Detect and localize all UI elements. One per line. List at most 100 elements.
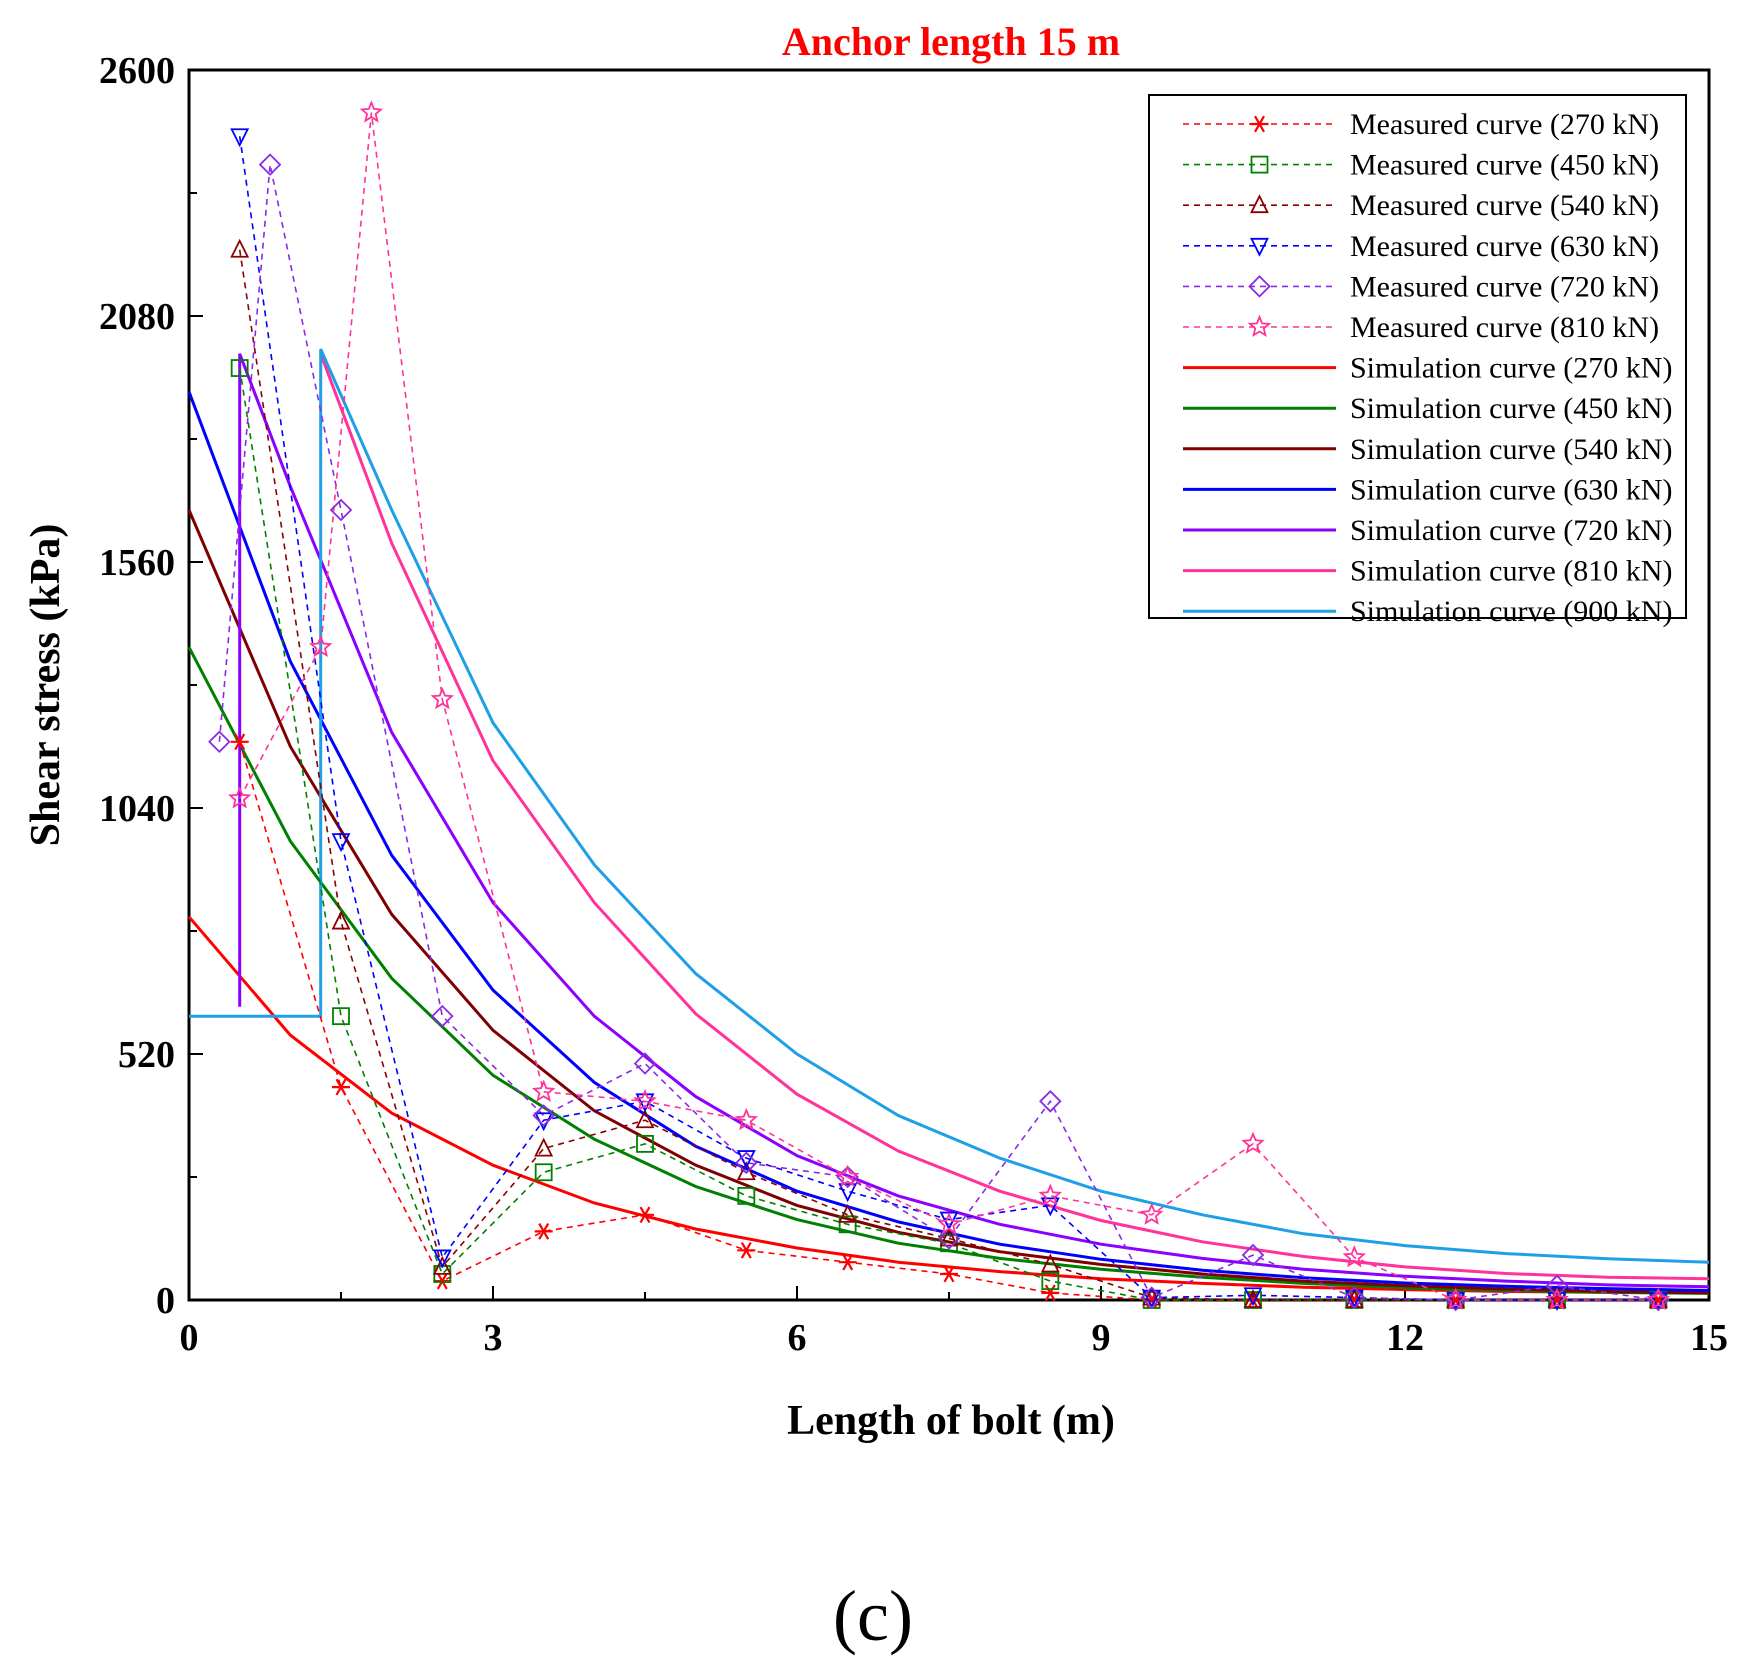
legend-label-measured-curve-270-kn: Measured curve (270 kN) (1350, 108, 1659, 141)
data-point-measured-curve-540-kn (1243, 1288, 1263, 1308)
y-tick-label: 1040 (99, 788, 175, 830)
legend-label-measured-curve-630-kn: Measured curve (630 kN) (1350, 230, 1659, 263)
data-point-measured-curve-810-kn (308, 634, 333, 658)
data-point-measured-curve-720-kn (735, 1151, 758, 1175)
legend-marker-measured-curve-720-kn (1248, 275, 1271, 298)
legend-label-simulation-curve-270-kn: Simulation curve (270 kN) (1350, 352, 1672, 385)
marker-layer (208, 100, 1671, 1312)
data-point-measured-curve-630-kn (838, 1183, 858, 1203)
data-point-measured-curve-810-kn (1443, 1287, 1468, 1311)
data-point-measured-curve-720-kn (1545, 1274, 1569, 1298)
data-point-measured-curve-450-kn (1041, 1272, 1060, 1290)
data-point-measured-curve-810-kn (734, 1107, 759, 1131)
data-point-measured-curve-630-kn (1040, 1197, 1060, 1217)
data-point-measured-curve-270-kn (940, 1265, 958, 1283)
data-point-measured-curve-270-kn (230, 733, 249, 751)
x-tick-label: 6 (788, 1317, 807, 1359)
legend-marker-measured-curve-630-kn (1250, 237, 1269, 257)
x-tick-label: 15 (1690, 1317, 1728, 1359)
series-line-simulation-curve-270-kn (187, 915, 1710, 1295)
legend-marker-measured-curve-450-kn (1250, 155, 1269, 174)
data-point-measured-curve-810-kn (937, 1211, 961, 1235)
legend-label-measured-curve-450-kn: Measured curve (450 kN) (1350, 149, 1659, 182)
data-point-measured-curve-810-kn (1139, 1202, 1164, 1225)
data-point-measured-curve-630-kn (230, 128, 250, 148)
data-point-measured-curve-540-kn (838, 1203, 858, 1223)
series-line-measured-curve-630-kn (238, 136, 1659, 1301)
legend-label-simulation-curve-450-kn: Simulation curve (450 kN) (1350, 392, 1672, 425)
data-point-measured-curve-450-kn (636, 1134, 654, 1153)
data-point-measured-curve-540-kn (939, 1227, 959, 1247)
y-axis-title: Shear stress (kPa) (23, 524, 69, 847)
data-point-measured-curve-720-kn (329, 498, 353, 522)
data-point-measured-curve-720-kn (431, 1004, 454, 1028)
series-line-measured-curve-540-kn (238, 249, 1659, 1301)
data-point-measured-curve-630-kn (432, 1249, 452, 1269)
tick-labels: 0 3 6 9 12 15 0 520 1040 1560 2080 2600 (99, 50, 1728, 1359)
panel-label: (c) (833, 1576, 913, 1656)
data-point-measured-curve-810-kn (227, 786, 252, 809)
y-tick-label: 2600 (99, 50, 175, 92)
legend-label-measured-curve-540-kn: Measured curve (540 kN) (1350, 189, 1659, 222)
data-point-measured-curve-810-kn (531, 1079, 556, 1102)
data-point-measured-curve-810-kn (1038, 1183, 1063, 1206)
data-point-measured-curve-720-kn (1039, 1090, 1062, 1113)
legend-label-simulation-curve-810-kn: Simulation curve (810 kN) (1350, 555, 1672, 588)
data-point-measured-curve-810-kn (430, 686, 455, 710)
data-point-measured-curve-630-kn (331, 833, 351, 853)
legend-marker-measured-curve-270-kn (1250, 115, 1269, 133)
data-point-measured-curve-810-kn (1545, 1287, 1569, 1310)
legend-label-simulation-curve-630-kn: Simulation curve (630 kN) (1350, 473, 1672, 506)
series-line-simulation-curve-720-kn (238, 353, 1710, 1289)
legend-label-simulation-curve-720-kn: Simulation curve (720 kN) (1350, 514, 1672, 547)
data-point-measured-curve-630-kn (1243, 1287, 1263, 1307)
data-point-measured-curve-270-kn (636, 1206, 654, 1224)
data-point-measured-curve-630-kn (1142, 1289, 1162, 1309)
y-tick-label: 520 (118, 1034, 175, 1076)
data-point-measured-curve-810-kn (1342, 1245, 1367, 1268)
y-tick-label: 2080 (99, 296, 175, 338)
data-point-measured-curve-540-kn (534, 1137, 554, 1157)
data-point-measured-curve-540-kn (331, 910, 351, 930)
legend: Measured curve (270 kN) Measured curve (4… (1148, 94, 1687, 628)
data-point-measured-curve-540-kn (432, 1255, 452, 1275)
x-tick-label: 0 (180, 1317, 199, 1359)
series-line-simulation-curve-810-kn (319, 353, 1710, 1281)
legend-marker-measured-curve-540-kn (1250, 194, 1269, 214)
data-point-measured-curve-810-kn (359, 100, 384, 123)
data-point-measured-curve-630-kn (736, 1150, 756, 1170)
data-point-measured-curve-540-kn (736, 1161, 756, 1181)
data-point-measured-curve-720-kn (208, 730, 231, 754)
legend-label-measured-curve-810-kn: Measured curve (810 kN) (1350, 311, 1659, 344)
data-point-measured-curve-810-kn (835, 1164, 860, 1188)
data-point-measured-curve-450-kn (534, 1163, 553, 1182)
data-point-measured-curve-810-kn (1241, 1131, 1265, 1154)
series-line-measured-curve-450-kn (238, 367, 1659, 1301)
series-line-simulation-curve-540-kn (187, 509, 1710, 1295)
y-tick-label: 0 (156, 1280, 175, 1322)
legend-label-simulation-curve-900-kn: Simulation curve (900 kN) (1350, 595, 1672, 628)
data-point-measured-curve-450-kn (838, 1215, 857, 1234)
data-point-measured-curve-450-kn (332, 1007, 350, 1026)
data-point-measured-curve-450-kn (737, 1187, 756, 1205)
x-tick-label: 3 (484, 1317, 503, 1359)
y-tick-label: 1560 (99, 542, 175, 584)
data-point-measured-curve-630-kn (1344, 1289, 1364, 1309)
data-point-measured-curve-720-kn (937, 1227, 961, 1250)
data-point-measured-curve-540-kn (230, 238, 250, 258)
data-point-measured-curve-720-kn (633, 1052, 657, 1075)
series-line-measured-curve-810-kn (238, 112, 1659, 1301)
series-line-simulation-curve-630-kn (187, 391, 1710, 1292)
chart-title: Anchor length 15 m (782, 19, 1120, 64)
data-point-measured-curve-270-kn (737, 1241, 756, 1259)
data-point-measured-curve-720-kn (532, 1104, 555, 1127)
x-axis-title: Length of bolt (m) (787, 1398, 1115, 1444)
data-point-measured-curve-270-kn (1244, 1291, 1262, 1309)
data-point-measured-curve-450-kn (230, 359, 249, 377)
data-point-measured-curve-270-kn (534, 1223, 553, 1240)
series-line-simulation-curve-900-kn (189, 348, 1710, 1264)
data-point-measured-curve-720-kn (1140, 1286, 1163, 1309)
data-point-measured-curve-540-kn (635, 1109, 655, 1129)
data-point-measured-curve-720-kn (258, 153, 282, 176)
